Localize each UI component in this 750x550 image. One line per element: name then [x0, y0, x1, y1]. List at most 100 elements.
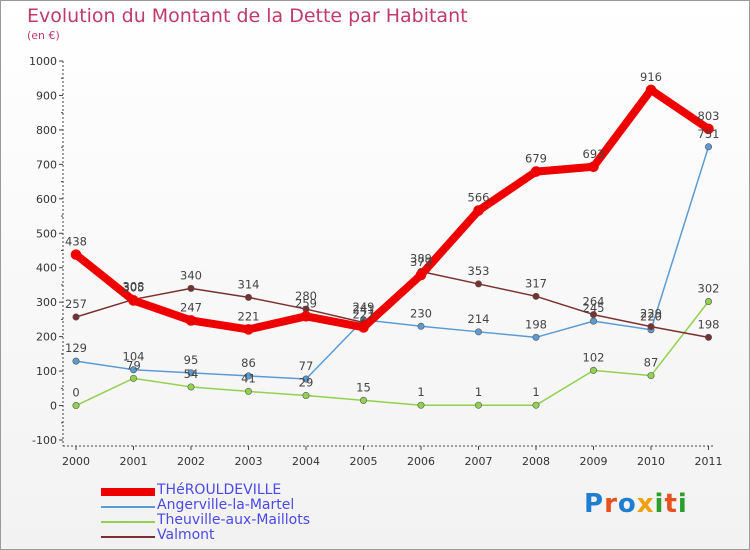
data-point [72, 402, 80, 410]
data-label: 264 [583, 295, 605, 309]
chart-subtitle: (en €) [27, 29, 60, 42]
data-point [704, 143, 712, 151]
data-label: 438 [65, 235, 87, 249]
x-tick-label: 2001 [120, 455, 148, 468]
legend-swatch [101, 521, 155, 523]
data-label: 1 [475, 385, 482, 399]
data-point [474, 280, 482, 288]
x-tick-label: 2011 [695, 455, 723, 468]
data-point [589, 366, 597, 374]
data-point [647, 323, 655, 331]
data-label: 129 [65, 341, 87, 355]
data-point [130, 374, 138, 382]
data-point [187, 369, 195, 377]
x-tick-label: 2007 [465, 455, 493, 468]
x-tick-label: 2003 [235, 455, 263, 468]
data-label: 230 [410, 306, 432, 320]
legend-swatch [101, 488, 155, 496]
y-tick-label: 300 [36, 296, 57, 309]
data-point [302, 392, 310, 400]
data-point [589, 311, 597, 319]
data-point [474, 328, 482, 336]
data-point [300, 311, 312, 322]
series-line-0 [72, 85, 713, 334]
data-label: 317 [525, 276, 547, 290]
data-point [245, 387, 253, 395]
legend-swatch [101, 506, 155, 508]
x-tick-label: 2006 [407, 455, 435, 468]
data-point [245, 293, 253, 301]
logo-letter: t [664, 489, 678, 519]
data-label: 229 [640, 307, 662, 321]
data-label: 86 [241, 356, 256, 370]
data-point [187, 284, 195, 292]
data-label: 79 [126, 358, 141, 372]
data-label: 280 [295, 289, 317, 303]
chart-title: Evolution du Montant de la Dette par Hab… [27, 5, 468, 27]
data-label: 102 [583, 350, 605, 364]
legend-label: THéROULDEVILLE [157, 482, 282, 498]
data-label: 220 [640, 310, 662, 324]
data-label: 29 [299, 376, 314, 390]
data-label: 41 [241, 371, 256, 385]
data-label: 308 [123, 279, 145, 293]
y-tick-label: 600 [36, 193, 57, 206]
data-point [647, 372, 655, 380]
data-point [532, 333, 540, 341]
data-point [417, 322, 425, 330]
data-label: 245 [583, 301, 605, 315]
data-label: 916 [640, 70, 662, 84]
data-point [703, 123, 714, 135]
data-label: 95 [184, 353, 199, 367]
data-label: 803 [698, 109, 720, 123]
data-point [70, 249, 82, 260]
data-label: 54 [184, 367, 199, 381]
data-label: 249 [353, 300, 375, 314]
logo-letter: r [604, 489, 618, 519]
data-point [588, 161, 599, 173]
data-label: 693 [583, 147, 605, 161]
proxiti-logo: Proxiti [584, 489, 688, 519]
data-label: 379 [410, 255, 432, 269]
data-label: 221 [238, 309, 260, 323]
data-label: 77 [299, 359, 314, 373]
data-label: 15 [356, 380, 371, 394]
data-point [415, 269, 427, 281]
data-point [358, 322, 369, 333]
data-label: 257 [65, 297, 87, 311]
y-tick-label: 500 [36, 227, 57, 240]
data-point [704, 333, 712, 341]
data-label: 679 [525, 152, 547, 166]
logo-letter: o [617, 489, 637, 519]
data-point [72, 313, 80, 321]
legend-swatch [101, 536, 155, 538]
y-tick-label: 900 [36, 89, 57, 102]
y-tick-label: 400 [36, 262, 57, 275]
x-tick-label: 2005 [350, 455, 378, 468]
series-line-2 [75, 300, 710, 407]
data-label: 198 [525, 317, 547, 331]
data-point [474, 401, 482, 409]
y-tick-label: 100 [36, 365, 57, 378]
data-label: 104 [123, 350, 145, 364]
data-label: 389 [410, 252, 432, 266]
y-tick-label: 700 [36, 158, 57, 171]
legend-label: Angerville-la-Martel [157, 497, 295, 513]
data-label: 198 [698, 317, 720, 331]
data-label: 353 [468, 264, 490, 278]
data-label: 0 [72, 386, 79, 400]
x-tick-label: 2002 [177, 455, 205, 468]
x-tick-label: 2008 [522, 455, 550, 468]
data-point [302, 375, 310, 383]
data-label: 259 [295, 296, 317, 310]
data-point [530, 166, 542, 177]
data-point [245, 372, 253, 380]
data-label: 247 [180, 300, 202, 314]
data-point [589, 317, 597, 325]
y-tick-label: -100 [32, 434, 57, 447]
x-tick-label: 2004 [292, 455, 320, 468]
data-label: 227 [353, 307, 375, 321]
data-point [130, 366, 138, 374]
